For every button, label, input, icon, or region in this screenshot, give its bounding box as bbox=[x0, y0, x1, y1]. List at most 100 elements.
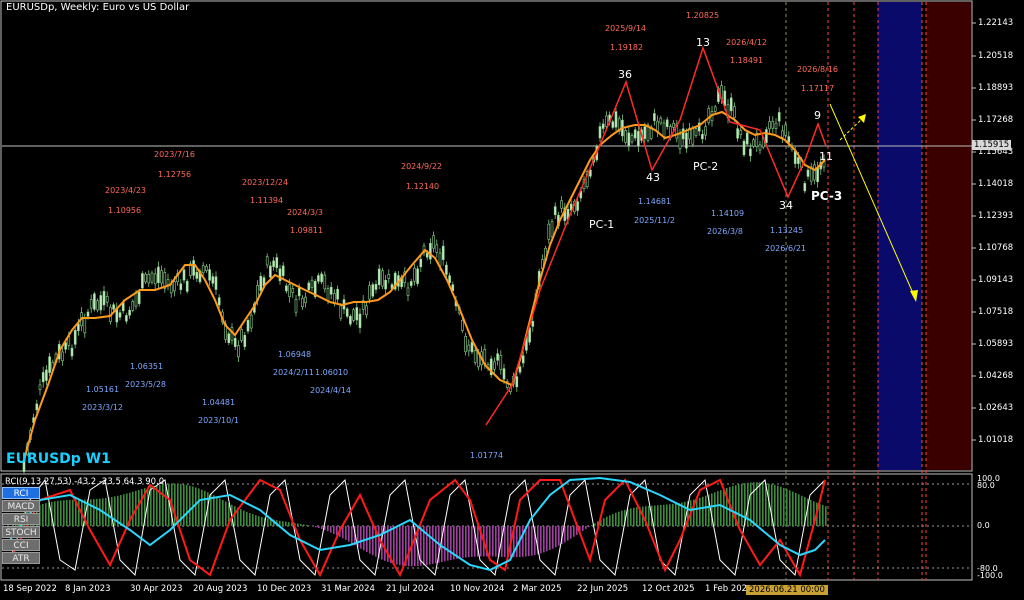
rci-hist-bar bbox=[822, 505, 824, 526]
candle-body bbox=[771, 121, 775, 129]
rci-hist-bar bbox=[396, 526, 398, 565]
rci-hist-bar bbox=[609, 515, 611, 526]
rci-hist-bar bbox=[567, 526, 569, 541]
candle-body bbox=[688, 127, 691, 140]
rci-hist-bar bbox=[453, 526, 455, 560]
candle-body bbox=[83, 318, 87, 334]
rci-hist-bar bbox=[447, 526, 449, 561]
candle-body bbox=[368, 285, 371, 300]
candle-body bbox=[598, 126, 602, 139]
candle-body bbox=[470, 341, 474, 353]
candle-body bbox=[614, 111, 618, 128]
candle-body bbox=[531, 321, 535, 327]
candle-body bbox=[307, 282, 311, 291]
candle-body bbox=[166, 279, 170, 285]
price-tick: 1.15643 bbox=[978, 147, 1014, 157]
rci-hist-bar bbox=[267, 518, 269, 526]
date-tick: 12 Oct 2025 bbox=[642, 584, 695, 594]
rci-hist-bar bbox=[210, 493, 212, 526]
wave-count-label: 9 bbox=[814, 109, 821, 122]
rci-hist-bar bbox=[216, 496, 218, 526]
rci-hist-bar bbox=[696, 498, 698, 526]
candle-body bbox=[589, 169, 592, 177]
stoch-button[interactable]: STOCH bbox=[2, 526, 40, 538]
rci-hist-bar bbox=[591, 525, 593, 526]
candle-body bbox=[374, 284, 378, 290]
rci-hist-bar bbox=[384, 526, 386, 561]
rci-hist-bar bbox=[279, 520, 281, 526]
rci-button[interactable]: RCI bbox=[2, 487, 40, 499]
candle-body bbox=[147, 274, 151, 284]
candle-body bbox=[665, 119, 669, 127]
rci-hist-bar bbox=[183, 484, 185, 526]
candle-body bbox=[272, 260, 275, 268]
candle-body bbox=[150, 272, 154, 283]
rci-hist-bar bbox=[594, 523, 596, 526]
rci-hist-bar bbox=[342, 526, 344, 539]
candle-body bbox=[281, 265, 285, 277]
candle-body bbox=[489, 358, 493, 376]
rci-hist-bar bbox=[813, 501, 815, 526]
rci-line-red bbox=[9, 478, 826, 578]
candle-body bbox=[291, 288, 295, 293]
date-axis[interactable]: 18 Sep 2022 8 Jan 2023 30 Apr 2023 20 Au… bbox=[0, 582, 972, 600]
rci-hist-bar bbox=[825, 506, 827, 526]
rci-hist-bar bbox=[708, 494, 710, 526]
wave-count-label: 13 bbox=[696, 36, 710, 49]
rci-hist-bar bbox=[549, 526, 551, 551]
candle-body bbox=[70, 347, 74, 357]
high-price-label: 1.19182 bbox=[610, 43, 644, 52]
candle-body bbox=[41, 372, 45, 383]
date-tick: 10 Dec 2023 bbox=[257, 584, 312, 594]
rci-hist-bar bbox=[234, 506, 236, 526]
rci-hist-bar bbox=[762, 482, 764, 526]
candle-body bbox=[448, 275, 451, 284]
date-tick: 18 Sep 2022 bbox=[3, 584, 57, 594]
candle-body bbox=[416, 268, 419, 284]
candle-body bbox=[278, 268, 282, 282]
rci-hist-bar bbox=[798, 494, 800, 526]
candle-body bbox=[361, 300, 365, 310]
low-date-label: 2026/3/8 bbox=[707, 227, 743, 236]
macd-button[interactable]: MACD bbox=[2, 500, 40, 512]
rci-hist-bar bbox=[795, 492, 797, 526]
rci-hist-bar bbox=[333, 526, 335, 534]
rci-hist-bar bbox=[801, 495, 803, 526]
candle-body bbox=[752, 139, 755, 147]
rci-hist-bar bbox=[588, 526, 590, 528]
price-axis[interactable]: 1.22143 1.20518 1.18893 1.17268 1.15643 … bbox=[973, 0, 1024, 470]
wave-count-label: 11 bbox=[819, 150, 833, 163]
wave-phase-label: PC-2 bbox=[693, 160, 719, 173]
rci-hist-bar bbox=[687, 501, 689, 526]
rci-hist-bar bbox=[462, 526, 464, 558]
candle-body bbox=[435, 244, 439, 253]
high-price-label: 1.12756 bbox=[158, 170, 192, 179]
rci-hist-bar bbox=[543, 526, 545, 553]
rci-level-label: -100.0 bbox=[977, 571, 1003, 580]
cci-button[interactable]: CCI bbox=[2, 539, 40, 551]
rci-hist-bar bbox=[348, 526, 350, 542]
atr-button[interactable]: ATR bbox=[2, 552, 40, 564]
rci-hist-bar bbox=[756, 482, 758, 526]
candle-body bbox=[96, 300, 99, 311]
candle-body bbox=[630, 134, 634, 143]
rci-hist-bar bbox=[156, 485, 158, 526]
candle-body bbox=[445, 264, 448, 275]
candle-body bbox=[803, 183, 807, 192]
low-price-label: 1.06948 bbox=[278, 350, 312, 359]
rci-hist-bar bbox=[57, 500, 59, 526]
candle-body bbox=[208, 269, 211, 281]
candle-body bbox=[633, 129, 637, 139]
rci-hist-bar bbox=[306, 524, 308, 526]
rci-hist-bar bbox=[498, 526, 500, 557]
rci-hist-bar bbox=[786, 489, 788, 526]
rci-hist-bar bbox=[504, 526, 506, 558]
rci-hist-bar bbox=[744, 483, 746, 526]
rci-hist-bar bbox=[87, 499, 89, 526]
candle-body bbox=[739, 130, 743, 135]
candle-body bbox=[521, 355, 525, 364]
rsi-button[interactable]: RSI bbox=[2, 513, 40, 525]
rci-hist-bar bbox=[750, 482, 752, 526]
candle-body bbox=[406, 287, 410, 296]
